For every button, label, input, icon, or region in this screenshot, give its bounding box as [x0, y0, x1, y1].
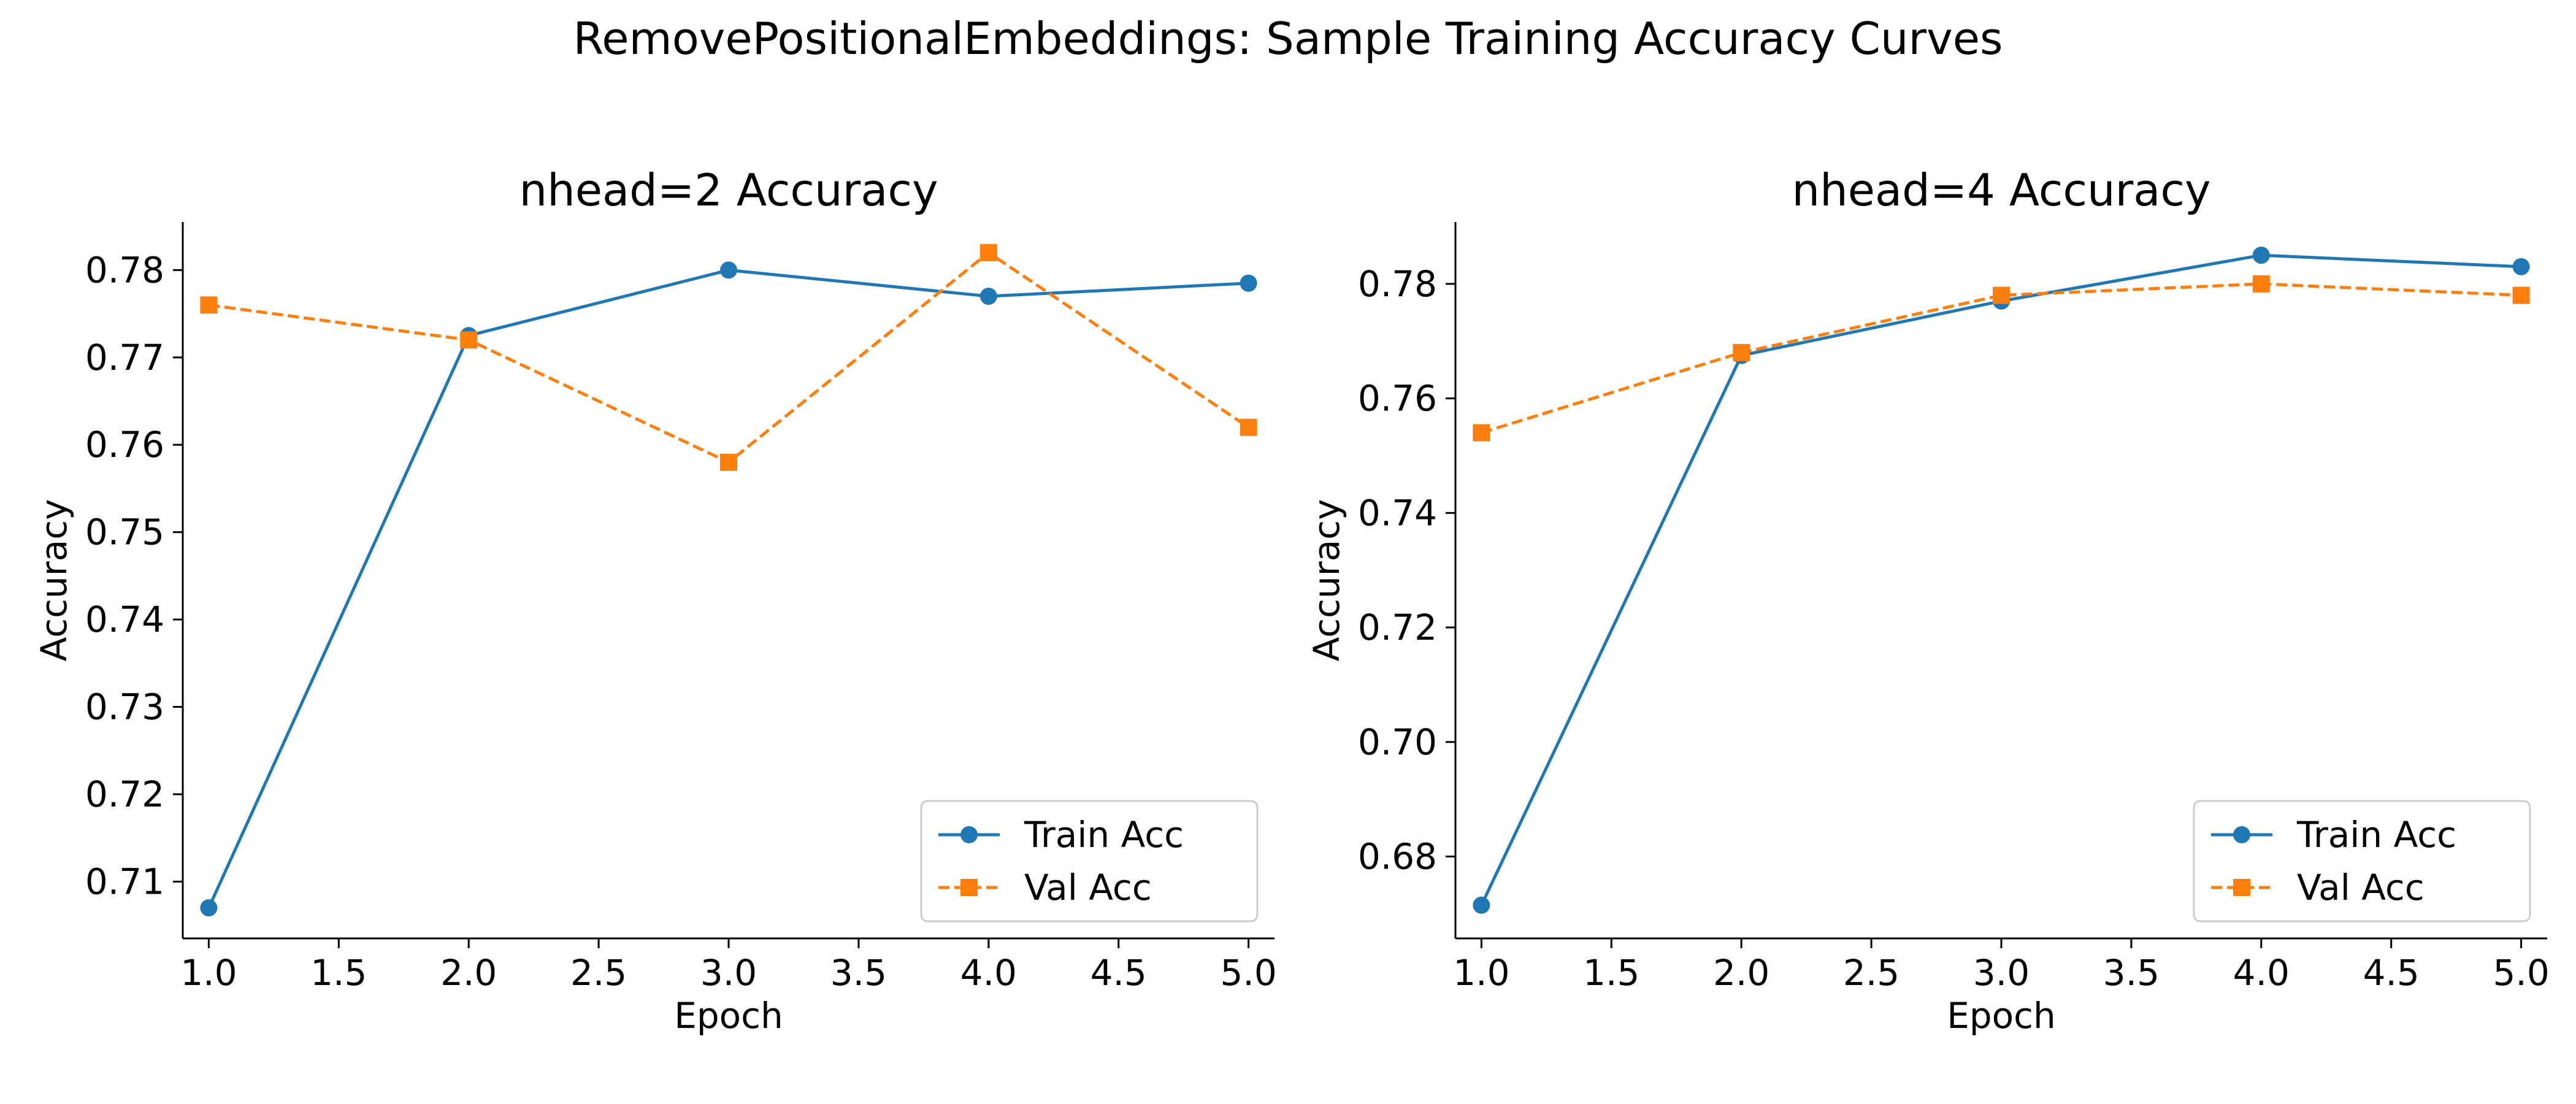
data-point-val-acc	[200, 296, 218, 314]
legend-label-val-acc: Val Acc	[2297, 867, 2425, 908]
series-line-val-acc	[1481, 282, 2521, 434]
data-point-val-acc	[720, 453, 737, 471]
data-point-val-acc	[2512, 286, 2530, 304]
series-line-val-acc	[209, 251, 1250, 464]
axes-title: nhead=4 Accuracy	[1792, 164, 2210, 216]
data-point-train-acc	[1240, 274, 1257, 292]
y-tick-label: 0.77	[85, 337, 164, 378]
data-point-train-acc	[2252, 247, 2270, 264]
legend: Train Acc Val Acc	[2193, 800, 2531, 922]
legend-marker-val-acc	[960, 879, 978, 896]
data-point-val-acc	[1473, 424, 1490, 442]
legend-box	[920, 800, 1259, 922]
data-point-train-acc	[200, 899, 218, 917]
data-point-train-acc	[979, 288, 997, 305]
x-tick-label: 4.5	[1091, 952, 1147, 994]
y-tick-label: 0.72	[85, 773, 164, 815]
x-tick-label: 1.5	[310, 952, 367, 994]
figure-title: RemovePositionalEmbeddings: Sample Train…	[573, 13, 2003, 64]
y-tick-label: 0.75	[85, 512, 164, 553]
y-tick-label: 0.68	[1358, 835, 1437, 877]
y-axis-label: Accuracy	[1306, 499, 1347, 662]
x-axis-label: Epoch	[1947, 995, 2056, 1037]
legend-label-train-acc: Train Acc	[1024, 814, 1184, 856]
y-tick-label: 0.71	[85, 861, 164, 902]
x-tick-label: 4.5	[2363, 952, 2420, 994]
y-tick-label: 0.78	[1358, 263, 1437, 305]
x-tick-label: 5.0	[2493, 952, 2549, 994]
x-tick-label: 1.0	[180, 952, 237, 994]
y-tick-label: 0.76	[85, 424, 164, 466]
x-tick-label: 4.0	[2233, 952, 2290, 994]
y-tick-label: 0.76	[1358, 378, 1437, 420]
y-tick-label: 0.74	[1358, 492, 1437, 534]
data-point-val-acc	[1240, 418, 1257, 436]
data-point-val-acc	[1993, 286, 2010, 304]
x-tick-label: 3.5	[830, 952, 887, 994]
legend-label-train-acc: Train Acc	[2296, 814, 2456, 856]
data-point-val-acc	[979, 243, 997, 261]
x-tick-label: 5.0	[1220, 952, 1276, 994]
data-point-train-acc	[1473, 896, 1490, 914]
y-tick-label: 0.72	[1358, 607, 1437, 648]
chart-panel-nhead4: nhead=4 Accuracy 1.0 1.5 2.0 2.5 3.0 3.5 4.0 4.5…	[1306, 164, 2550, 1037]
legend-marker-train-acc	[2233, 826, 2250, 843]
y-tick-label: 0.78	[85, 249, 164, 291]
data-point-train-acc	[2512, 258, 2530, 275]
x-axis-label: Epoch	[674, 995, 783, 1037]
data-point-train-acc	[720, 261, 737, 279]
legend-marker-val-acc	[2233, 879, 2250, 896]
x-tick-label: 2.0	[1713, 952, 1769, 994]
legend-marker-train-acc	[960, 826, 978, 843]
y-tick-label: 0.73	[85, 686, 164, 728]
legend-box	[2193, 800, 2531, 922]
x-tick-label: 3.0	[1973, 952, 2030, 994]
y-tick-label: 0.74	[85, 599, 164, 640]
x-tick-label: 1.5	[1583, 952, 1639, 994]
x-tick-label: 2.5	[1843, 952, 1899, 994]
x-tick-label: 3.5	[2103, 952, 2160, 994]
data-point-val-acc	[2252, 275, 2270, 293]
data-point-val-acc	[1733, 343, 1750, 361]
x-tick-label: 2.0	[440, 952, 497, 994]
x-tick-label: 2.5	[570, 952, 627, 994]
y-tick-label: 0.70	[1358, 721, 1437, 763]
y-axis-label: Accuracy	[33, 499, 75, 662]
x-tick-label: 4.0	[960, 952, 1017, 994]
x-tick-label: 3.0	[700, 952, 757, 994]
legend: Train Acc Val Acc	[920, 800, 1259, 922]
legend-label-val-acc: Val Acc	[1024, 867, 1152, 908]
axes-title: nhead=2 Accuracy	[519, 164, 938, 216]
chart-panel-nhead2: nhead=2 Accuracy 1.0 1.5 2.0 2.5 3.0 3.5 4.0 4.5…	[33, 164, 1277, 1037]
x-tick-label: 1.0	[1453, 952, 1509, 994]
data-point-val-acc	[460, 331, 478, 349]
